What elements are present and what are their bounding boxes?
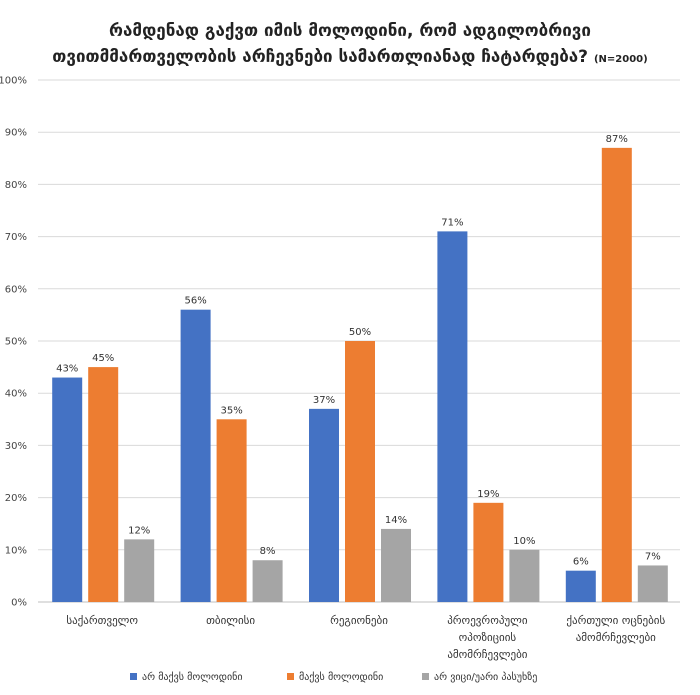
bar <box>124 539 155 602</box>
x-tick-label: ამომრჩევლები <box>447 648 527 661</box>
bar <box>381 528 411 602</box>
bar <box>52 377 83 602</box>
bar <box>509 549 540 602</box>
legend-label: არ მაქვს მოლოდინი <box>142 671 243 683</box>
legend-label: არ ვიცი/უარი პასუხზე <box>434 671 537 683</box>
bar <box>345 341 375 602</box>
data-label: 7% <box>645 551 661 562</box>
x-tick-label: პროევროპული <box>447 614 528 627</box>
legend-swatch <box>422 673 429 680</box>
data-label: 56% <box>184 296 206 307</box>
x-tick-label: ოპოზიციის <box>459 631 517 644</box>
data-label: 10% <box>513 536 535 547</box>
data-label: 87% <box>606 134 628 145</box>
x-tick-label: ქართული ოცნების <box>566 614 665 627</box>
legend-swatch <box>287 673 294 680</box>
bar <box>601 147 632 603</box>
chart-title-line1: რამდენად გაქვთ იმის მოლოდინი, რომ ადგილო… <box>109 21 591 41</box>
x-tick-label: საქართველო <box>66 614 138 627</box>
chart-sample-size: (N=2000) <box>593 54 648 65</box>
x-axis: საქართველო თბილისი რეგიონები პროევროპული ოპო… <box>66 614 665 661</box>
legend-label: მაქვს მოლოდინი <box>299 671 383 683</box>
chart-title-line2-text: თვითმმართველობის არჩევნები სამართლიანად … <box>52 47 589 67</box>
bar <box>309 408 339 602</box>
chart-title: რამდენად გაქვთ იმის მოლოდინი, რომ ადგილო… <box>40 18 660 73</box>
bar <box>473 502 504 602</box>
bar <box>637 565 668 602</box>
bar <box>437 231 468 602</box>
data-label: 45% <box>92 353 114 364</box>
bar <box>252 560 283 602</box>
data-label: 12% <box>128 525 150 536</box>
y-tick-label: 80% <box>5 180 27 191</box>
y-tick-label: 50% <box>5 337 27 348</box>
data-label: 37% <box>313 395 335 406</box>
data-label: 50% <box>349 327 371 338</box>
data-label: 43% <box>56 364 78 375</box>
bar <box>216 419 247 602</box>
chart-title-line2: თვითმმართველობის არჩევნები სამართლიანად … <box>40 44 660 73</box>
data-label: 35% <box>220 405 242 416</box>
legend: არ მაქვს მოლოდინი მაქვს მოლოდინი არ ვიცი/უ… <box>130 671 537 683</box>
x-tick-label: ამომრჩევლები <box>576 631 656 644</box>
bars <box>52 147 668 603</box>
bar <box>88 367 119 602</box>
y-tick-label: 40% <box>5 389 27 400</box>
x-tick-label: თბილისი <box>206 614 255 627</box>
x-tick-label: რეგიონები <box>330 614 388 627</box>
data-label: 19% <box>477 489 499 500</box>
y-tick-label: 70% <box>5 232 27 243</box>
data-label: 8% <box>260 546 276 557</box>
data-label: 14% <box>385 515 407 526</box>
y-tick-label: 100% <box>0 76 27 87</box>
y-tick-label: 30% <box>5 441 27 452</box>
y-tick-label: 0% <box>11 598 27 609</box>
y-tick-label: 60% <box>5 284 27 295</box>
bar <box>565 570 596 602</box>
y-tick-label: 10% <box>5 545 27 556</box>
data-labels: 43% 45% 12% 56% 35% 8% 37% 50% 14% 71% 19% 10% 6% 87%… <box>56 134 661 568</box>
bar <box>180 309 211 602</box>
y-tick-label: 90% <box>5 128 27 139</box>
data-label: 71% <box>441 217 463 228</box>
legend-swatch <box>130 673 137 680</box>
data-label: 6% <box>573 557 589 568</box>
y-tick-label: 20% <box>5 493 27 504</box>
